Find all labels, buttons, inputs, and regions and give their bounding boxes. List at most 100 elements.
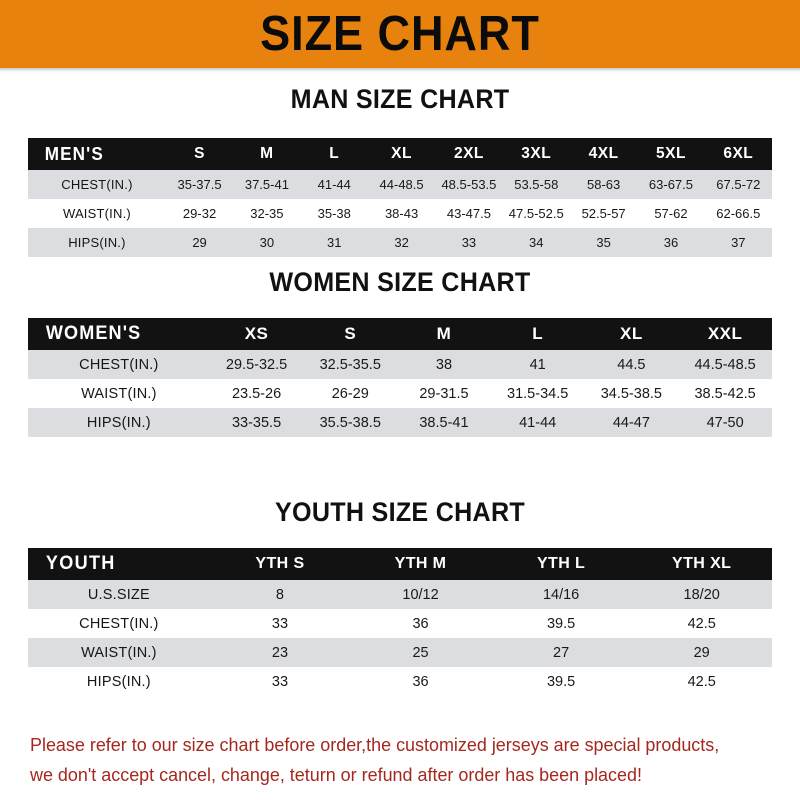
measurement-cell: 36: [663, 235, 679, 250]
column-header-4xl: 4XL: [588, 145, 619, 162]
man-corner-label: MEN'S: [44, 143, 104, 164]
row-label: HIPS(IN.): [86, 673, 151, 690]
youth-section-title: YOUTH SIZE CHART: [275, 497, 525, 527]
measurement-cell: 38.5-42.5: [694, 385, 756, 402]
measurement-cell: 38.5-41: [419, 414, 469, 431]
column-header-yth-xl: YTH XL: [672, 555, 732, 572]
measurement-cell: 57-62: [654, 206, 688, 221]
order-policy-line-1: Please refer to our size chart before or…: [30, 734, 720, 755]
measurement-cell: 58-63: [586, 177, 621, 192]
measurement-cell: 44-48.5: [379, 177, 424, 192]
measurement-cell: 41: [529, 356, 546, 373]
measurement-cell: 23.5-26: [231, 385, 282, 402]
man-size-table: MEN'S S M L XL 2XL 3XL 4XL 5XL 6XL CHEST(IN.) 35-3…: [28, 138, 772, 257]
man-table-body: CHEST(IN.) 35-37.5 37.5-41 41-44 44-48.5 48.5…: [28, 170, 772, 257]
measurement-cell: 31: [327, 235, 342, 250]
measurement-cell: 33-35.5: [231, 414, 282, 431]
women-table-body: CHEST(IN.) 29.5-32.5 32.5-35.5 38 41 44.5 44.5…: [28, 350, 772, 437]
table-row: WAIST(IN.) 29-32 32-35 35-38 38-43 43-47.5 47.…: [28, 199, 772, 228]
measurement-cell: 30: [259, 235, 275, 250]
measurement-cell: 47.5-52.5: [508, 206, 564, 221]
measurement-cell: 38: [435, 356, 453, 373]
measurement-cell: 33: [461, 235, 477, 250]
column-header-l: L: [329, 145, 340, 162]
measurement-cell: 44.5-48.5: [694, 356, 756, 373]
measurement-cell: 36: [412, 673, 429, 690]
measurement-cell: 35.5-38.5: [319, 414, 381, 431]
youth-size-table: YOUTH YTH S YTH M YTH L YTH XL U.S.SIZE 8 10/1…: [28, 548, 772, 696]
youth-table-header: YOUTH YTH S YTH M YTH L YTH XL: [28, 548, 772, 580]
column-header-l: L: [532, 324, 544, 343]
page-banner: SIZE CHART: [0, 0, 800, 68]
table-row: WAIST(IN.) 23 25 27 29: [28, 638, 772, 667]
measurement-cell: 44-47: [612, 414, 650, 431]
row-label: CHEST(IN.): [61, 177, 133, 192]
man-section-title: MAN SIZE CHART: [290, 84, 510, 114]
measurement-cell: 33: [271, 615, 289, 632]
measurement-cell: 29: [192, 235, 207, 250]
row-label: HIPS(IN.): [86, 414, 151, 431]
row-label: CHEST(IN.): [79, 356, 159, 373]
column-header-m: M: [436, 324, 452, 343]
measurement-cell: 29: [693, 644, 710, 661]
measurement-cell: 52.5-57: [581, 206, 626, 221]
column-header-s: S: [194, 145, 205, 162]
column-header-xl: XL: [620, 324, 643, 343]
man-table-header: MEN'S S M L XL 2XL 3XL 4XL 5XL 6XL: [28, 138, 772, 170]
table-row: CHEST(IN.) 29.5-32.5 32.5-35.5 38 41 44.5 44.5…: [28, 350, 772, 379]
column-header-2xl: 2XL: [453, 145, 484, 162]
measurement-cell: 37.5-41: [244, 177, 289, 192]
column-header-3xl: 3XL: [521, 145, 552, 162]
measurement-cell: 41-44: [317, 177, 351, 192]
table-row: HIPS(IN.) 29 30 31 32 33 34 35 36 37: [28, 228, 772, 257]
table-row: HIPS(IN.) 33-35.5 35.5-38.5 38.5-41 41-44 44-…: [28, 408, 772, 437]
measurement-cell: 47-50: [706, 414, 744, 431]
column-header-6xl: 6XL: [723, 145, 754, 162]
women-corner-label: WOMEN'S: [45, 323, 142, 344]
measurement-cell: 25: [412, 644, 429, 661]
table-row: CHEST(IN.) 33 36 39.5 42.5: [28, 609, 772, 638]
measurement-cell: 67.5-72: [716, 177, 761, 192]
row-label: CHEST(IN.): [79, 615, 159, 632]
measurement-cell: 42.5: [687, 673, 716, 690]
table-row: CHEST(IN.) 35-37.5 37.5-41 41-44 44-48.5 48.5…: [28, 170, 772, 199]
column-header-m: M: [260, 145, 274, 162]
measurement-cell: 14/16: [542, 586, 580, 603]
measurement-cell: 8: [275, 586, 284, 603]
column-header-xs: XS: [244, 324, 269, 343]
measurement-cell: 10/12: [402, 586, 439, 603]
measurement-cell: 32.5-35.5: [319, 356, 381, 373]
measurement-cell: 43-47.5: [446, 206, 491, 221]
measurement-cell: 29-31.5: [419, 385, 469, 402]
measurement-cell: 33: [271, 673, 289, 690]
measurement-cell: 42.5: [687, 615, 716, 632]
measurement-cell: 36: [412, 615, 429, 632]
row-label: HIPS(IN.): [68, 235, 126, 250]
row-label: WAIST(IN.): [81, 385, 157, 402]
column-header-xl: XL: [391, 145, 412, 162]
measurement-cell: 34: [529, 235, 544, 250]
row-label: WAIST(IN.): [81, 644, 157, 661]
column-header-s: S: [344, 324, 357, 343]
women-section-title: WOMEN SIZE CHART: [269, 267, 531, 297]
measurement-cell: 35-38: [317, 206, 351, 221]
measurement-cell: 44.5: [617, 356, 646, 373]
women-size-table: WOMEN'S XS S M L XL XXL CHEST(IN.) 29.5-32.5 32.…: [28, 318, 772, 437]
row-label: U.S.SIZE: [87, 586, 150, 603]
order-policy-line-2: we don't accept cancel, change, teturn o…: [30, 764, 642, 785]
measurement-cell: 35: [596, 235, 611, 250]
measurement-cell: 18/20: [683, 586, 720, 603]
measurement-cell: 35-37.5: [177, 177, 222, 192]
column-header-yth-s: YTH S: [255, 555, 305, 572]
measurement-cell: 63-67.5: [648, 177, 693, 192]
youth-table-body: U.S.SIZE 8 10/12 14/16 18/20 CHEST(IN.) 33 36 39…: [28, 580, 772, 696]
table-header-row: YOUTH YTH S YTH M YTH L YTH XL: [28, 548, 772, 580]
measurement-cell: 37: [731, 235, 746, 250]
measurement-cell: 31.5-34.5: [507, 385, 569, 402]
measurement-cell: 62-66.5: [716, 206, 761, 221]
table-row: WAIST(IN.) 23.5-26 26-29 29-31.5 31.5-34.5 34…: [28, 379, 772, 408]
banner-shadow-divider: [0, 68, 800, 72]
table-header-row: WOMEN'S XS S M L XL XXL: [28, 318, 772, 350]
column-header-yth-m: YTH M: [394, 555, 447, 572]
table-row: HIPS(IN.) 33 36 39.5 42.5: [28, 667, 772, 696]
